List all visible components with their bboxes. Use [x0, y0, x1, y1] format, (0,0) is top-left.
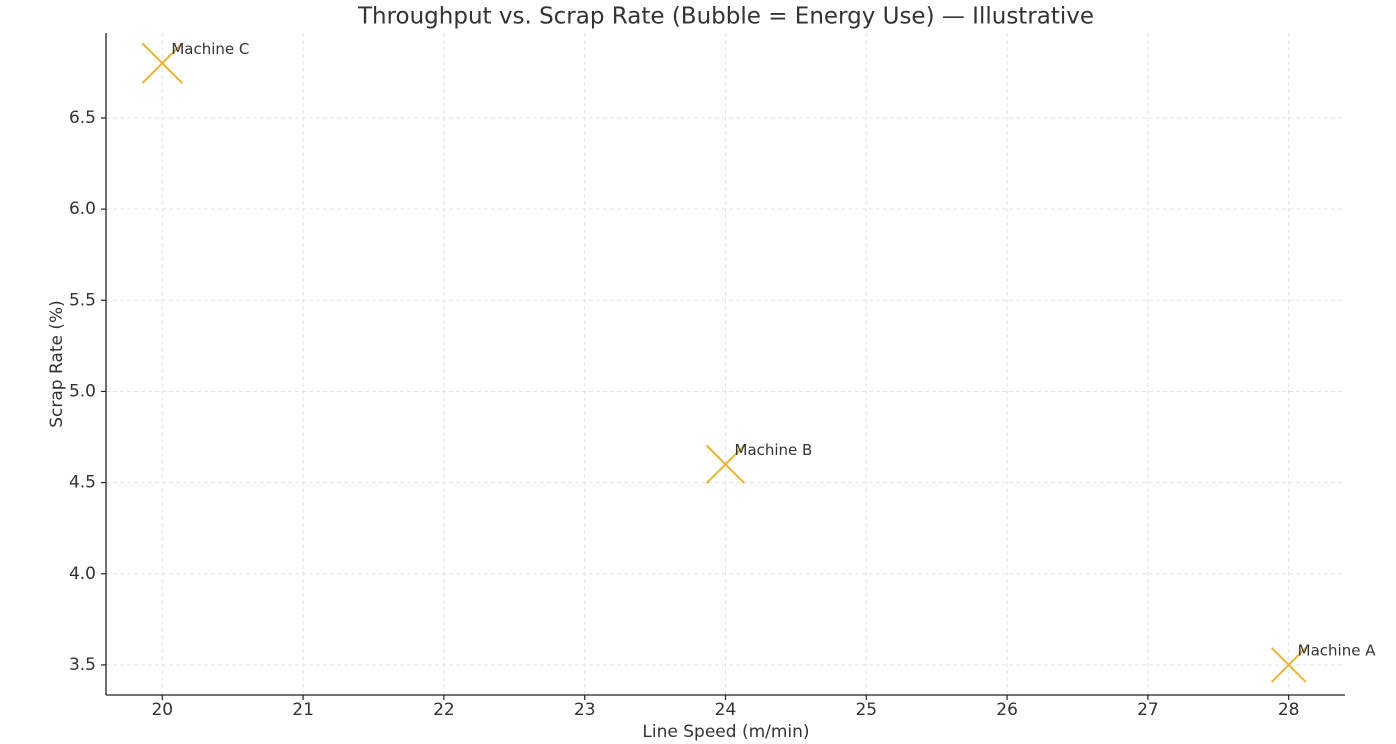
y-tick-label: 5.0	[69, 381, 96, 401]
chart-title: Throughput vs. Scrap Rate (Bubble = Ener…	[357, 4, 1094, 30]
y-tick-label: 6.5	[69, 108, 96, 128]
x-tick-label: 26	[996, 700, 1018, 720]
x-tick-label: 21	[292, 700, 314, 720]
x-tick-label: 24	[715, 700, 737, 720]
y-tick-label: 5.5	[69, 290, 96, 310]
point	[1270, 647, 1307, 683]
x-tick-label: 20	[151, 700, 173, 720]
x-tick-label: 25	[855, 700, 877, 720]
x-tick-label: 23	[574, 700, 596, 720]
point-label: Machine C	[171, 40, 249, 58]
point	[141, 42, 184, 84]
x-tick-label: 27	[1137, 700, 1159, 720]
y-tick-label: 3.5	[69, 655, 96, 675]
point	[705, 444, 746, 485]
point-label: Machine B	[735, 441, 813, 459]
x-axis-label: Line Speed (m/min)	[642, 722, 809, 742]
point-label: Machine A	[1298, 641, 1377, 659]
y-axis-label: Scrap Rate (%)	[47, 300, 67, 428]
y-tick-label: 6.0	[69, 199, 96, 219]
x-tick-label: 28	[1278, 700, 1300, 720]
x-tick-label: 22	[433, 700, 455, 720]
y-tick-label: 4.5	[69, 473, 96, 493]
y-tick-label: 4.0	[69, 564, 96, 584]
